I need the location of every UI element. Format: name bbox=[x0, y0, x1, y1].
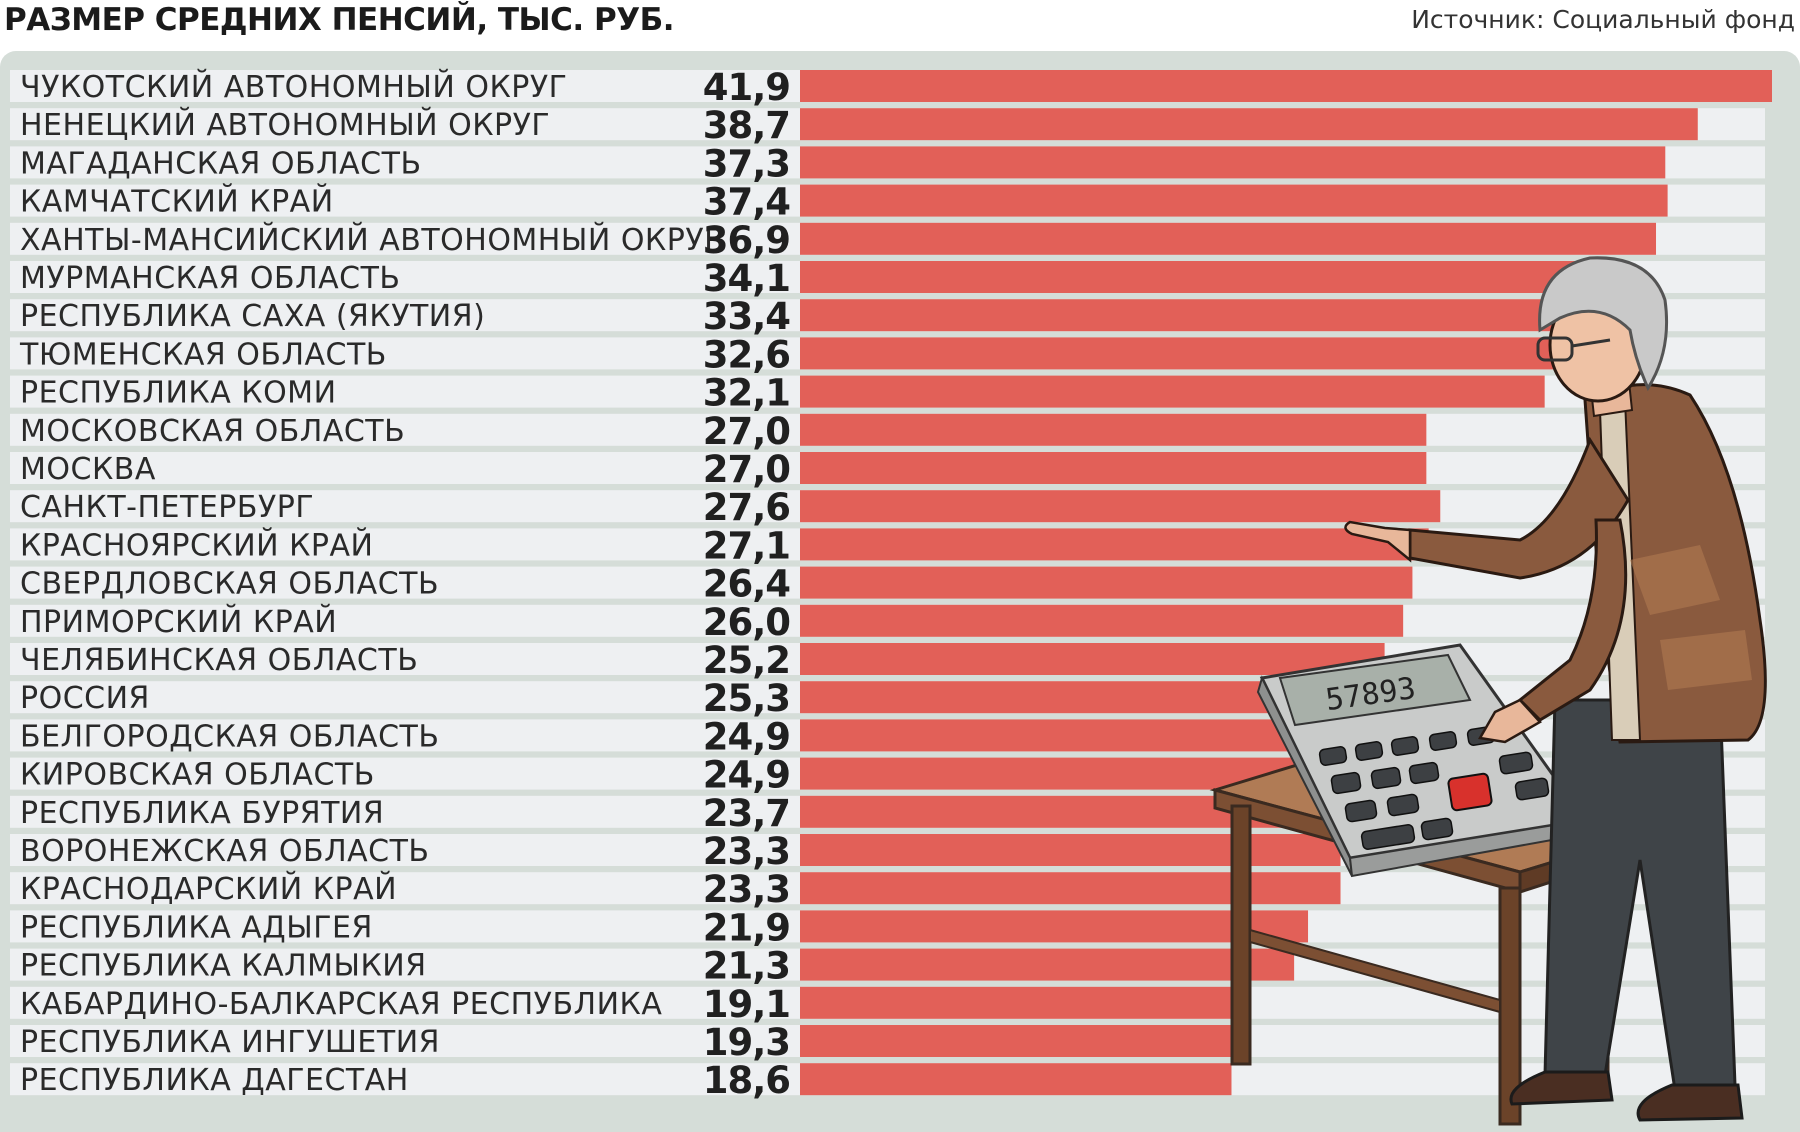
value-label: 27,6 bbox=[703, 486, 790, 529]
value-label: 21,3 bbox=[703, 945, 790, 988]
category-label: МУРМАНСКАЯ ОБЛАСТЬ bbox=[20, 261, 401, 296]
category-label: КИРОВСКАЯ ОБЛАСТЬ bbox=[20, 758, 375, 793]
category-label: РЕСПУБЛИКА АДЫГЕЯ bbox=[20, 910, 373, 945]
category-label: ЧУКОТСКИЙ АВТОНОМНЫЙ ОКРУГ bbox=[20, 69, 567, 105]
category-label: РЕСПУБЛИКА БУРЯТИЯ bbox=[20, 796, 384, 831]
bar bbox=[800, 261, 1592, 293]
category-label: ТЮМЕНСКАЯ ОБЛАСТЬ bbox=[19, 337, 387, 372]
category-label: МОСКВА bbox=[20, 452, 156, 487]
value-label: 27,1 bbox=[703, 524, 790, 567]
category-label: НЕНЕЦКИЙ АВТОНОМНЫЙ ОКРУГ bbox=[20, 107, 550, 143]
bar bbox=[800, 643, 1385, 675]
category-label: КАБАРДИНО-БАЛКАРСКАЯ РЕСПУБЛИКА bbox=[20, 987, 662, 1022]
category-label: РЕСПУБЛИКА КОМИ bbox=[20, 376, 337, 411]
woman-illustration bbox=[1344, 256, 1767, 1122]
bar bbox=[800, 299, 1575, 332]
category-label: ЧЕЛЯБИНСКАЯ ОБЛАСТЬ bbox=[20, 643, 418, 678]
value-label: 38,7 bbox=[703, 104, 790, 147]
bar bbox=[800, 70, 1772, 102]
value-label: 25,2 bbox=[703, 639, 790, 682]
value-label: 26,4 bbox=[703, 563, 791, 606]
calculator-illustration: 57893 bbox=[1256, 643, 1588, 878]
value-label: 32,6 bbox=[703, 333, 790, 376]
bar bbox=[800, 413, 1427, 446]
value-label: 18,6 bbox=[703, 1059, 790, 1102]
bar bbox=[800, 1063, 1232, 1096]
category-label: БЕЛГОРОДСКАЯ ОБЛАСТЬ bbox=[20, 719, 439, 754]
category-label: КРАСНОДАРСКИЙ КРАЙ bbox=[20, 871, 397, 907]
category-label: ХАНТЫ-МАНСИЙСКИЙ АВТОНОМНЫЙ ОКРУГ bbox=[20, 222, 723, 258]
category-label: КРАСНОЯРСКИЙ КРАЙ bbox=[20, 527, 374, 563]
source-note: Источник: Социальный фонд bbox=[1411, 5, 1795, 34]
value-label: 24,9 bbox=[703, 754, 790, 797]
value-label: 19,3 bbox=[703, 1021, 790, 1064]
category-label: РЕСПУБЛИКА ДАГЕСТАН bbox=[20, 1063, 409, 1098]
chart-title: РАЗМЕР СРЕДНИХ ПЕНСИЙ, ТЫС. РУБ. bbox=[4, 2, 675, 38]
bar bbox=[800, 872, 1341, 905]
category-label: ПРИМОРСКИЙ КРАЙ bbox=[20, 604, 337, 640]
value-label: 23,3 bbox=[703, 830, 790, 873]
category-label: РОССИЯ bbox=[20, 681, 150, 716]
value-label: 27,0 bbox=[703, 410, 790, 453]
category-label: РЕСПУБЛИКА КАЛМЫКИЯ bbox=[20, 949, 427, 984]
bar bbox=[800, 452, 1427, 484]
category-label: СВЕРДЛОВСКАЯ ОБЛАСТЬ bbox=[20, 567, 439, 602]
value-label: 27,0 bbox=[703, 448, 790, 491]
bar bbox=[800, 604, 1404, 637]
bar bbox=[800, 528, 1429, 561]
bar bbox=[800, 375, 1545, 408]
category-label: МАГАДАНСКАЯ ОБЛАСТЬ bbox=[20, 146, 422, 181]
bar bbox=[800, 108, 1698, 141]
value-label: 33,4 bbox=[703, 295, 791, 338]
value-label: 41,9 bbox=[703, 66, 790, 109]
bar bbox=[800, 948, 1295, 981]
value-label: 23,3 bbox=[703, 868, 790, 911]
bar bbox=[800, 986, 1244, 1019]
bar bbox=[800, 910, 1309, 943]
bar bbox=[800, 222, 1657, 255]
value-label: 25,3 bbox=[703, 677, 790, 720]
bar bbox=[800, 834, 1341, 866]
category-label: КАМЧАТСКИЙ КРАЙ bbox=[20, 184, 334, 220]
category-label: РЕСПУБЛИКА САХА (ЯКУТИЯ) bbox=[20, 299, 485, 334]
value-label: 37,3 bbox=[703, 142, 790, 185]
bar bbox=[800, 566, 1413, 599]
value-labels: 41,938,737,337,436,934,133,432,632,127,0… bbox=[703, 66, 792, 1102]
category-label: ВОРОНЕЖСКАЯ ОБЛАСТЬ bbox=[20, 834, 430, 869]
category-label: САНКТ-ПЕТЕРБУРГ bbox=[20, 490, 314, 525]
bar bbox=[800, 146, 1666, 179]
value-label: 24,9 bbox=[703, 715, 790, 758]
bar bbox=[800, 184, 1668, 217]
pensioner-illustration: 57893 bbox=[1209, 256, 1767, 1126]
bar bbox=[800, 337, 1557, 370]
value-label: 37,4 bbox=[703, 181, 791, 224]
category-label: МОСКОВСКАЯ ОБЛАСТЬ bbox=[20, 414, 405, 449]
bar bbox=[800, 1025, 1248, 1057]
bar bbox=[800, 490, 1441, 523]
value-label: 19,1 bbox=[703, 983, 790, 1026]
value-label: 23,7 bbox=[703, 792, 790, 835]
value-label: 34,1 bbox=[703, 257, 790, 300]
value-label: 36,9 bbox=[703, 219, 790, 262]
value-label: 32,1 bbox=[703, 372, 790, 415]
value-label: 26,0 bbox=[703, 601, 790, 644]
value-label: 21,9 bbox=[703, 906, 790, 949]
category-label: РЕСПУБЛИКА ИНГУШЕТИЯ bbox=[20, 1025, 440, 1060]
